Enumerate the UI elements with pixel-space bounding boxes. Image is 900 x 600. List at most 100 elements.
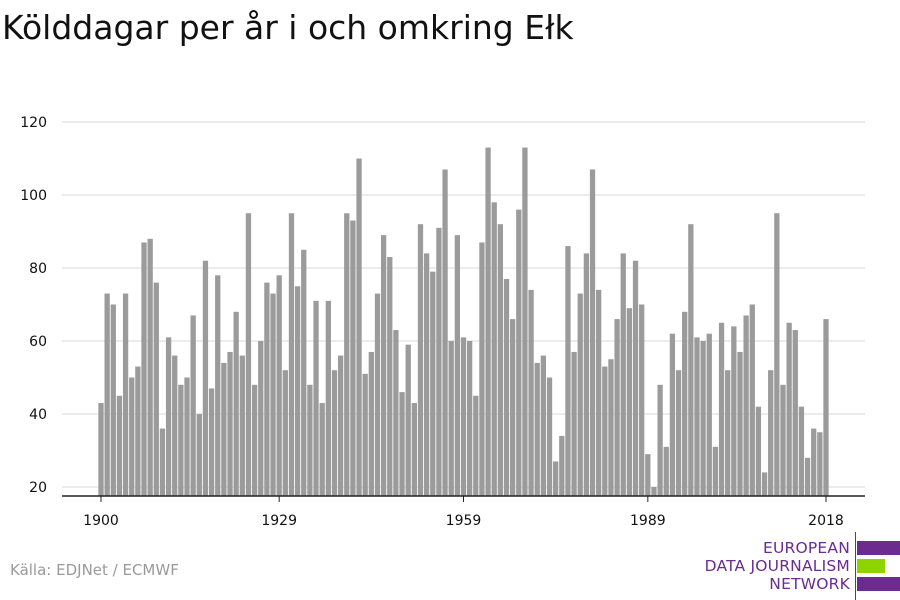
- bar: [682, 311, 688, 496]
- bar: [467, 341, 473, 496]
- bar: [221, 362, 227, 496]
- logo-line-3: NETWORK: [769, 575, 850, 593]
- bar: [669, 333, 676, 496]
- bar: [178, 384, 184, 496]
- bar: [516, 209, 522, 496]
- bar: [743, 315, 749, 496]
- bar: [700, 341, 706, 496]
- bar: [301, 249, 307, 496]
- bar: [405, 344, 411, 496]
- bar: [712, 446, 719, 496]
- bar: [172, 355, 178, 496]
- y-tick-label: 20: [29, 480, 47, 496]
- bar: [276, 275, 282, 496]
- bar: [313, 300, 319, 496]
- bar: [657, 384, 663, 496]
- bar: [577, 293, 583, 496]
- bar: [651, 487, 657, 496]
- bar: [718, 322, 725, 496]
- bar: [288, 213, 295, 496]
- bar: [761, 472, 768, 496]
- bar: [165, 337, 172, 496]
- bar: [725, 370, 731, 496]
- bar: [448, 341, 454, 496]
- y-tick-label: 60: [29, 334, 47, 350]
- bar: [153, 282, 159, 496]
- logo-bar-1: [857, 541, 900, 555]
- bar: [639, 304, 645, 496]
- bar: [368, 351, 374, 496]
- bar: [227, 351, 233, 496]
- bar: [423, 253, 430, 496]
- bar: [626, 308, 633, 496]
- bar: [749, 304, 755, 496]
- logo-bar-2: [857, 559, 885, 573]
- bar: [798, 406, 805, 496]
- bar: [436, 227, 442, 496]
- bar: [239, 355, 245, 496]
- bar: [632, 260, 639, 496]
- bar: [528, 289, 534, 496]
- bar: [510, 319, 516, 496]
- bar: [202, 260, 209, 496]
- bar: [620, 253, 626, 496]
- bar: [147, 238, 153, 497]
- bar: [393, 330, 399, 496]
- bar: [811, 428, 817, 496]
- bar: [196, 414, 202, 496]
- logo-divider: [855, 532, 856, 600]
- x-tick-label: 1989: [630, 513, 666, 529]
- bar: [614, 319, 620, 496]
- chart-title: Kölddagar per år i och omkring Ełk: [2, 8, 574, 47]
- bar: [116, 395, 123, 496]
- axes: 20 40 60 80 100 120 1900 1929 1959 1989 2018: [20, 115, 865, 529]
- bar: [589, 169, 596, 496]
- bar: [559, 435, 565, 496]
- bar: [399, 392, 405, 496]
- bar: [786, 322, 792, 496]
- bar: [215, 275, 221, 496]
- bar: [190, 315, 196, 496]
- x-tick-label: 1959: [446, 513, 482, 529]
- bar: [755, 406, 762, 496]
- bar: [251, 384, 258, 496]
- bar: [706, 333, 712, 496]
- bar: [282, 370, 288, 496]
- bar: [430, 271, 436, 496]
- logo-line-2: DATA JOURNALISM: [704, 557, 850, 575]
- bar: [737, 351, 743, 496]
- bar: [663, 446, 669, 496]
- bar: [264, 282, 270, 496]
- bars: [98, 147, 829, 497]
- bar: [380, 235, 387, 496]
- bar: [823, 319, 829, 496]
- bar: [122, 293, 129, 496]
- bar: [817, 432, 823, 496]
- bar: [417, 224, 424, 496]
- source-note: Källa: EDJNet / ECMWF: [10, 561, 179, 579]
- bar: [159, 428, 166, 496]
- bar: [804, 457, 811, 496]
- x-tick-label: 1929: [261, 513, 297, 529]
- y-tick-label: 40: [29, 407, 47, 423]
- bar: [129, 377, 135, 496]
- edjnet-logo: EUROPEAN DATA JOURNALISM NETWORK: [700, 532, 900, 600]
- bar: [374, 293, 381, 496]
- bar: [356, 158, 362, 496]
- bar: [553, 461, 559, 496]
- bar: [694, 337, 700, 496]
- logo-line-1: EUROPEAN: [762, 539, 850, 557]
- y-tick-label: 120: [20, 115, 47, 131]
- y-tick-label: 100: [20, 188, 47, 204]
- bar: [411, 403, 417, 496]
- logo-bar-3: [857, 577, 900, 591]
- bar: [491, 202, 497, 497]
- bar: [307, 384, 313, 496]
- bar: [503, 278, 510, 496]
- bar: [350, 220, 356, 497]
- bar: [104, 293, 110, 496]
- bar: [245, 213, 252, 496]
- bar: [135, 366, 141, 496]
- bar: [98, 403, 104, 496]
- bar: [608, 359, 614, 496]
